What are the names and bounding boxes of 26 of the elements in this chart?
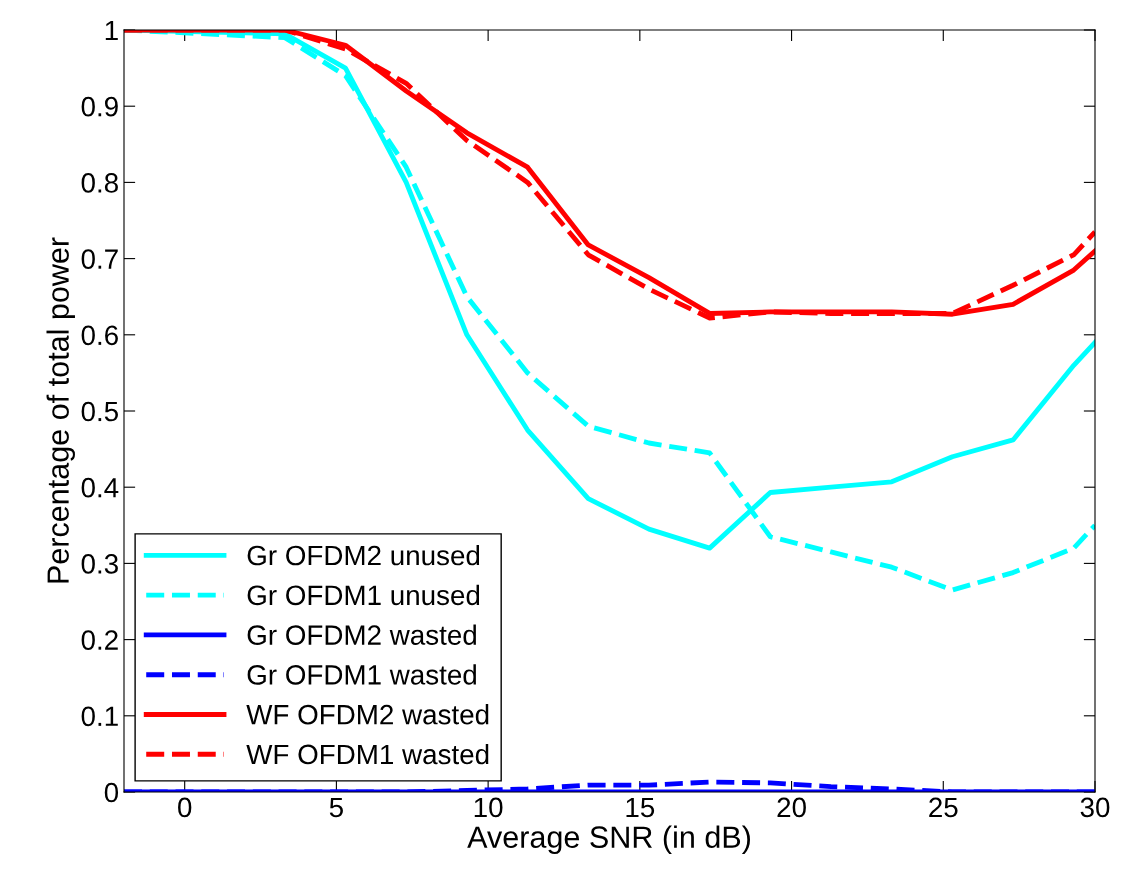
x-tick-label: 20 [777, 797, 806, 818]
x-tick-label: 5 [329, 797, 343, 818]
y-tick-label: 0.7 [81, 249, 118, 269]
x-tick-label: 0 [178, 797, 192, 818]
y-tick-label: 0.9 [81, 96, 118, 117]
y-tick-label: 0.2 [81, 630, 118, 650]
x-tick-label: 10 [474, 797, 503, 818]
legend-label: Gr OFDM1 unused [247, 584, 480, 606]
y-tick-label: 1 [105, 20, 118, 41]
y-tick-label: 0.6 [81, 325, 118, 346]
y-tick-label: 0.1 [81, 706, 118, 727]
x-tick-label: 25 [929, 797, 958, 818]
x-tick-label: 15 [626, 797, 655, 818]
legend-label: Gr OFDM2 wasted [247, 624, 476, 645]
y-axis-title: Percentage of total power [46, 237, 75, 583]
y-tick-label: 0.3 [81, 554, 118, 574]
legend-label: WF OFDM1 wasted [246, 743, 489, 765]
legend-label: Gr OFDM2 unused [247, 544, 480, 566]
x-axis-title: Average SNR (in dB) [467, 825, 750, 855]
y-tick-label: 0 [104, 782, 119, 803]
legend-label: Gr OFDM1 wasted [247, 664, 476, 685]
y-tick-label: 0.8 [81, 173, 118, 193]
y-tick-label: 0.5 [81, 401, 118, 422]
y-tick-label: 0.4 [81, 477, 119, 498]
legend-label: WF OFDM2 wasted [246, 704, 489, 725]
x-tick-label: 30 [1080, 797, 1110, 818]
